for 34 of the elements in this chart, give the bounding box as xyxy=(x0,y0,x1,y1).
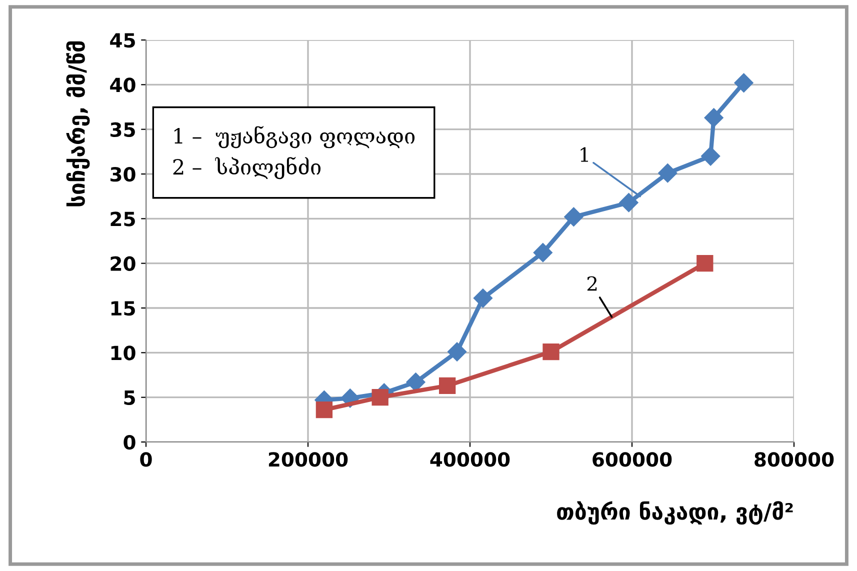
point xyxy=(619,193,638,212)
annotation: 2 xyxy=(587,276,597,291)
point xyxy=(696,255,714,272)
point xyxy=(448,342,467,362)
annotation: 1 xyxy=(580,147,588,162)
y-tick-label: 10 xyxy=(111,346,136,360)
point xyxy=(704,108,724,128)
point xyxy=(533,243,552,262)
point xyxy=(658,164,678,183)
y-tick-label: 45 xyxy=(110,33,135,48)
y-axis-title: სიჩქარე, მმ/წმ xyxy=(66,41,90,206)
y-tick-label: 20 xyxy=(110,256,136,271)
y-tick-label: 5 xyxy=(124,390,135,405)
y-tick-label: 15 xyxy=(111,301,135,316)
y-tick-label: 25 xyxy=(110,212,135,226)
point xyxy=(372,389,388,406)
x-tick-label: 800000 xyxy=(754,452,834,467)
point xyxy=(438,377,456,394)
point xyxy=(701,146,720,166)
point xyxy=(316,402,333,418)
annotation: 1 – უჟანგავი ფოლადი 2 – სპილენძი xyxy=(173,126,415,180)
x-axis-title: თბური ნაკადი, ვტ/მ² xyxy=(557,501,793,525)
x-tick-label: 400000 xyxy=(430,452,510,467)
x-tick-label: 200000 xyxy=(268,452,348,467)
y-tick-label: 35 xyxy=(110,122,135,137)
x-tick-label: 0 xyxy=(140,452,152,467)
y-tick-label: 30 xyxy=(110,166,136,182)
x-tick-label: 600000 xyxy=(592,452,672,467)
point xyxy=(564,207,584,226)
y-tick-label: 0 xyxy=(124,434,136,450)
point xyxy=(473,288,492,308)
point xyxy=(542,343,560,360)
y-tick-label: 40 xyxy=(110,78,136,92)
point xyxy=(734,73,754,92)
